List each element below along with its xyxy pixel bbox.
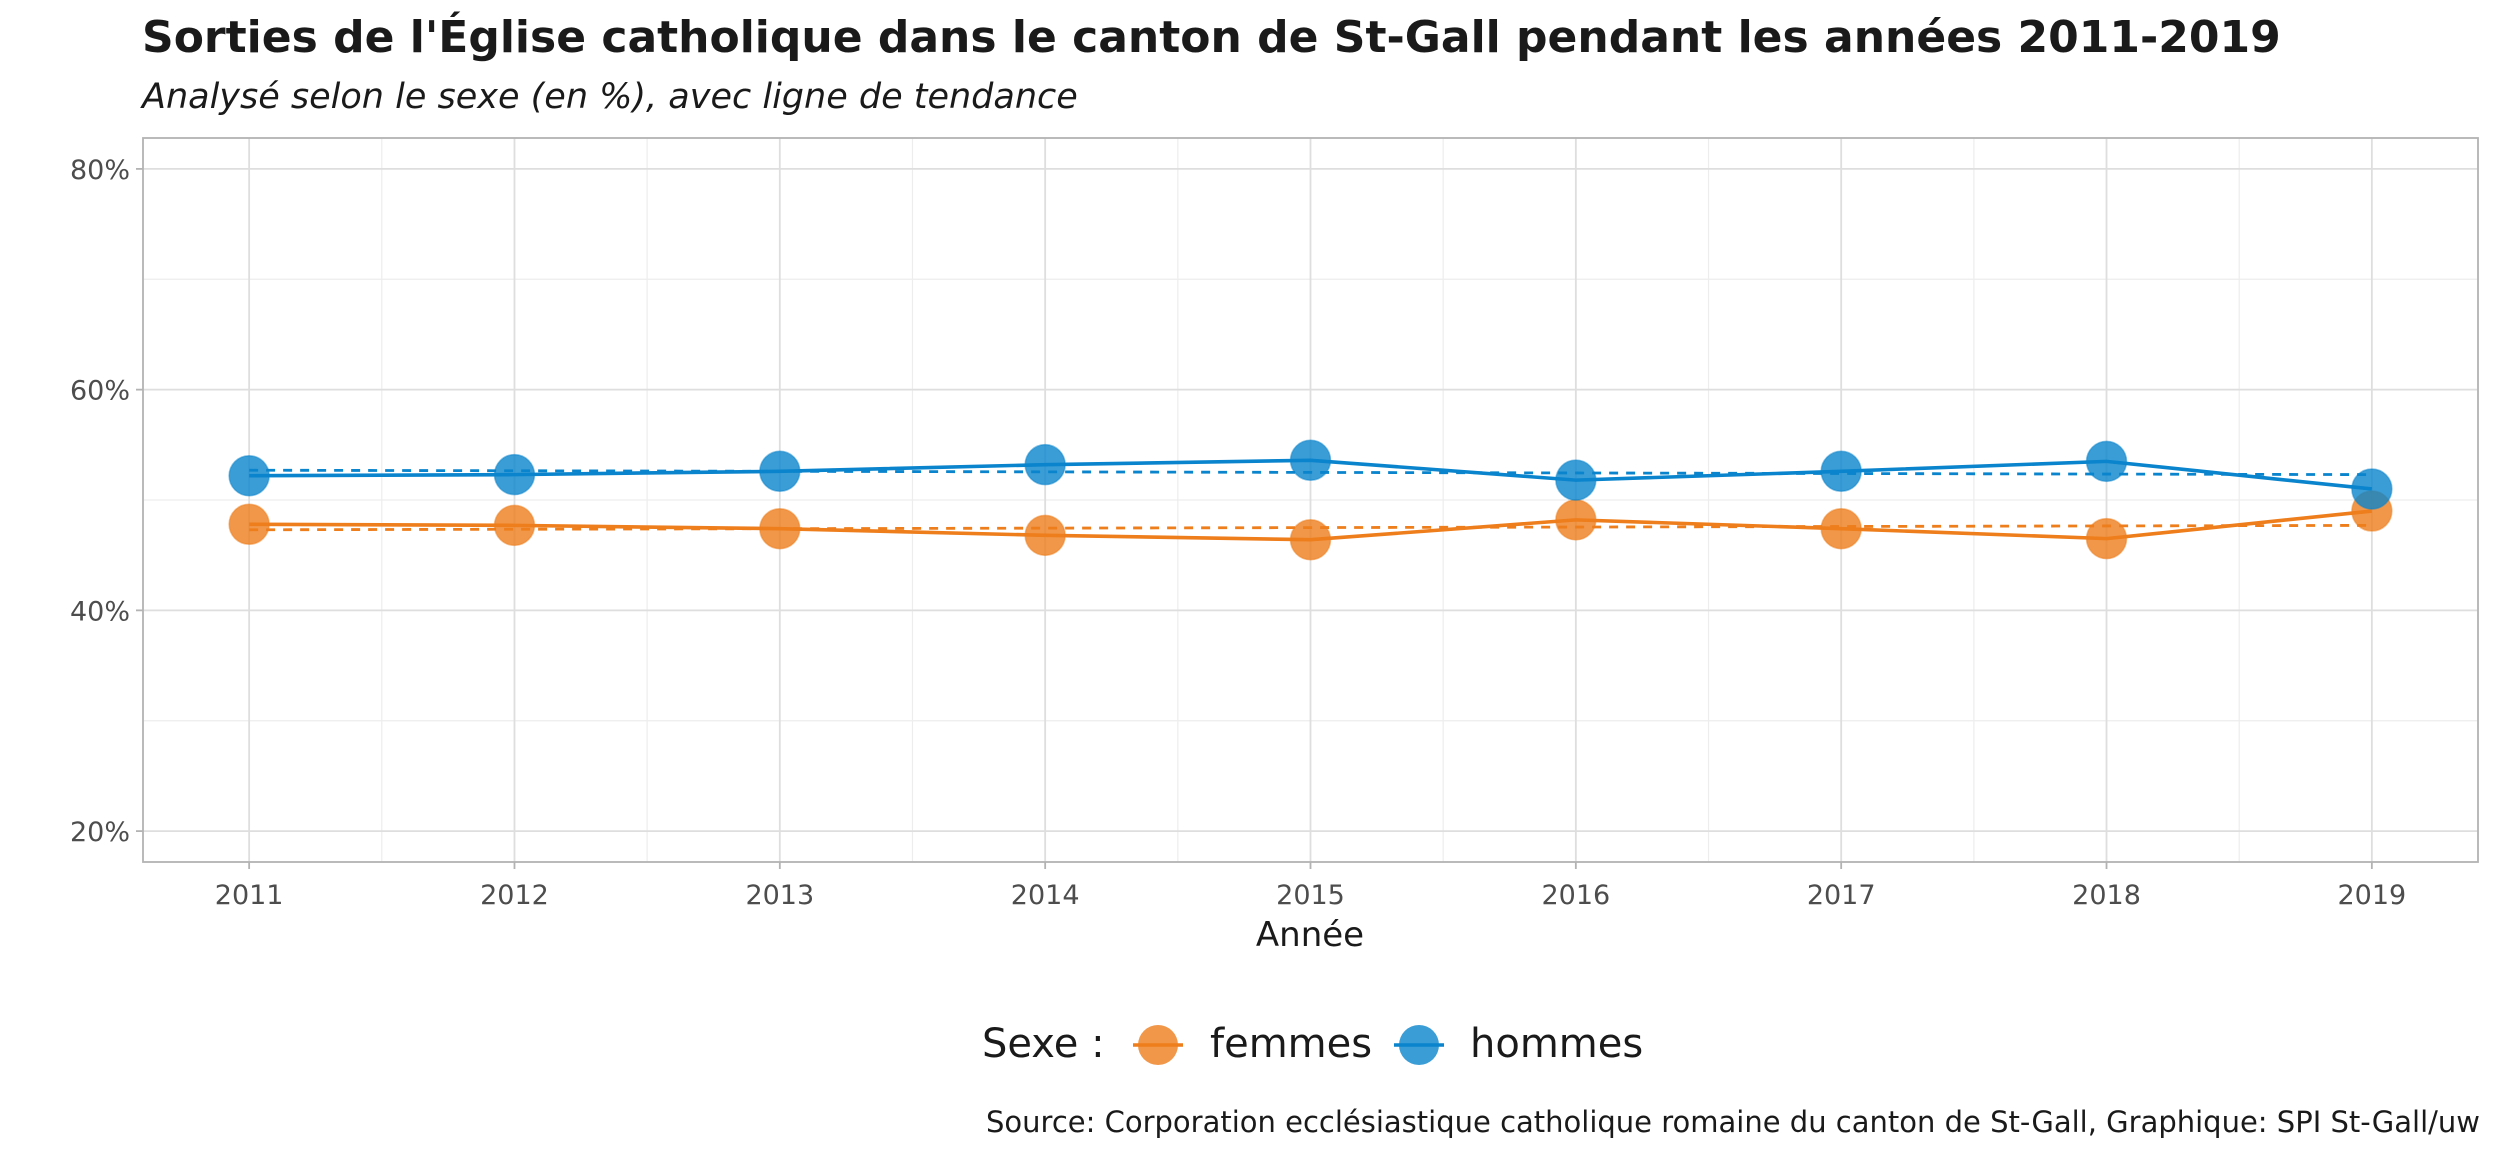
x-tick-label: 2015 xyxy=(1276,880,1345,911)
y-tick-label: 80% xyxy=(70,155,130,186)
legend: Sexe : femmes hommes xyxy=(982,1021,1643,1067)
data-point-hommes xyxy=(228,454,270,497)
legend-title: Sexe : xyxy=(982,1021,1105,1067)
y-tick-label: 60% xyxy=(70,376,130,407)
x-tick-label: 2016 xyxy=(1541,880,1610,911)
x-tick-label: 2013 xyxy=(745,880,814,911)
data-point-hommes xyxy=(493,453,536,496)
legend-label-hommes: hommes xyxy=(1470,1021,1643,1067)
data-point-femmes xyxy=(1289,518,1332,561)
x-axis-title: Année xyxy=(1256,915,1364,955)
x-tick-label: 2012 xyxy=(480,880,549,911)
x-axis: 2011 2012 2013 2014 2015 2016 2017 2018 2019 xyxy=(215,862,2406,911)
data-point-femmes xyxy=(2085,517,2128,560)
data-point-femmes xyxy=(228,503,270,546)
data-point-hommes xyxy=(759,450,801,493)
x-tick-label: 2018 xyxy=(2072,880,2141,911)
y-tick-label: 40% xyxy=(70,596,130,627)
legend-key-point-femmes xyxy=(1138,1025,1178,1065)
x-tick-label: 2011 xyxy=(215,880,284,911)
data-point-femmes xyxy=(493,504,536,547)
data-point-hommes xyxy=(1555,459,1597,501)
data-point-femmes xyxy=(759,507,801,550)
data-point-hommes xyxy=(1024,443,1066,486)
legend-key-point-hommes xyxy=(1399,1025,1439,1065)
caption: Source: Corporation ecclésiastique catho… xyxy=(986,1105,2480,1139)
data-point-hommes xyxy=(1289,439,1332,482)
data-point-hommes xyxy=(1820,450,1862,493)
x-tick-label: 2014 xyxy=(1011,880,1080,911)
data-point-hommes xyxy=(2085,440,2128,483)
y-tick-label: 20% xyxy=(70,817,130,848)
data-point-femmes xyxy=(1024,514,1066,557)
chart-title: Sorties de l'Église catholique dans le c… xyxy=(142,10,2281,63)
grid-major xyxy=(143,138,2478,862)
chart-subtitle: Analysé selon le sexe (en %), avec ligne… xyxy=(140,77,1078,117)
data-point-femmes xyxy=(1555,499,1597,541)
x-tick-label: 2017 xyxy=(1807,880,1876,911)
y-axis: 20% 40% 60% 80% xyxy=(70,155,143,848)
legend-label-femmes: femmes xyxy=(1210,1021,1372,1067)
series-layer xyxy=(228,439,2393,561)
x-tick-label: 2019 xyxy=(2338,880,2407,911)
data-point-femmes xyxy=(1820,507,1862,550)
data-point-hommes xyxy=(2351,468,2393,510)
